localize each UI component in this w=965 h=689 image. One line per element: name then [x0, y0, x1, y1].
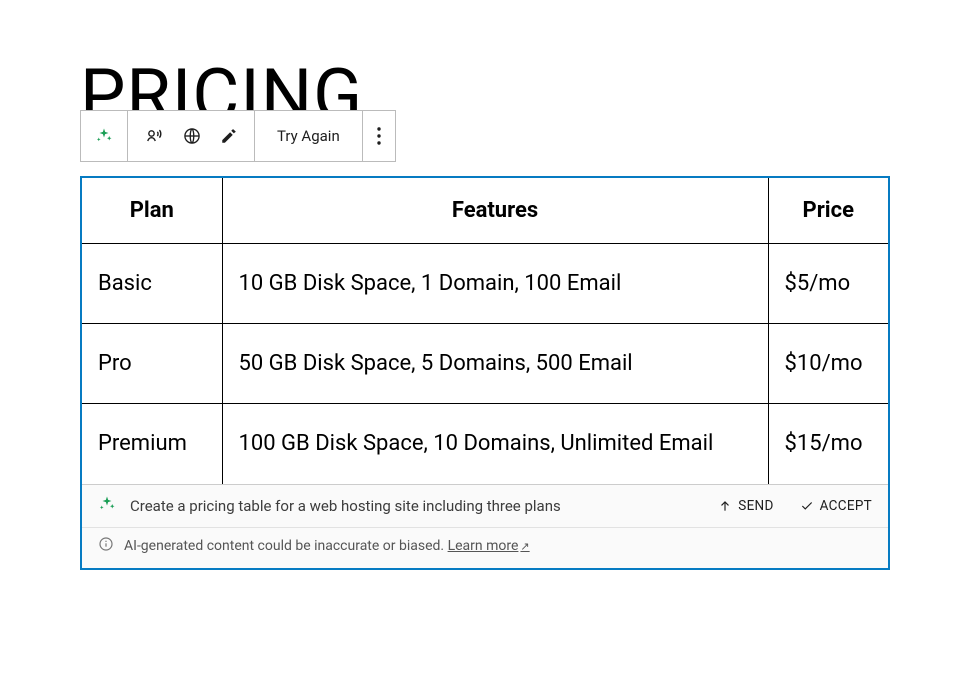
ai-prompt-text[interactable]: Create a pricing table for a web hosting… — [130, 497, 704, 515]
column-header[interactable]: Price — [768, 178, 888, 244]
column-header[interactable]: Plan — [82, 178, 222, 244]
cell-features[interactable]: 100 GB Disk Space, 10 Domains, Unlimited… — [222, 404, 768, 484]
table-row: Premium 100 GB Disk Space, 10 Domains, U… — [82, 404, 888, 484]
check-icon — [800, 499, 814, 513]
pricing-table: Plan Features Price Basic 10 GB Disk Spa… — [82, 178, 888, 484]
ai-assistant-panel: Create a pricing table for a web hosting… — [82, 484, 888, 568]
try-again-label: Try Again — [277, 127, 340, 145]
edit-icon[interactable] — [220, 127, 238, 145]
cell-price[interactable]: $10/mo — [768, 324, 888, 404]
ai-sparkle-button[interactable] — [81, 111, 128, 161]
send-label: SEND — [738, 498, 773, 514]
table-row: Pro 50 GB Disk Space, 5 Domains, 500 Ema… — [82, 324, 888, 404]
globe-icon[interactable] — [182, 126, 202, 146]
accept-label: ACCEPT — [820, 498, 872, 514]
cell-features[interactable]: 10 GB Disk Space, 1 Domain, 100 Email — [222, 244, 768, 324]
cell-plan[interactable]: Premium — [82, 404, 222, 484]
voice-icon[interactable] — [144, 126, 164, 146]
more-vertical-icon — [377, 127, 381, 145]
sparkle-icon — [98, 495, 116, 517]
cell-price[interactable]: $5/mo — [768, 244, 888, 324]
block-toolbar: Try Again — [80, 110, 396, 162]
external-link-icon: ↗ — [520, 540, 529, 553]
table-header-row: Plan Features Price — [82, 178, 888, 244]
cell-plan[interactable]: Pro — [82, 324, 222, 404]
cell-price[interactable]: $15/mo — [768, 404, 888, 484]
table-row: Basic 10 GB Disk Space, 1 Domain, 100 Em… — [82, 244, 888, 324]
disclaimer-text: AI-generated content could be inaccurate… — [124, 538, 448, 554]
cell-plan[interactable]: Basic — [82, 244, 222, 324]
info-icon — [98, 536, 114, 556]
arrow-up-icon — [718, 499, 732, 513]
more-options-button[interactable] — [363, 111, 395, 161]
accept-button[interactable]: ACCEPT — [800, 498, 872, 514]
learn-more-link[interactable]: Learn more↗ — [448, 538, 530, 554]
ai-disclaimer: AI-generated content could be inaccurate… — [82, 527, 888, 568]
sparkle-icon — [95, 127, 113, 145]
try-again-button[interactable]: Try Again — [255, 111, 363, 161]
cell-features[interactable]: 50 GB Disk Space, 5 Domains, 500 Email — [222, 324, 768, 404]
toolbar-group — [128, 111, 255, 161]
selected-block[interactable]: Plan Features Price Basic 10 GB Disk Spa… — [80, 176, 890, 570]
column-header[interactable]: Features — [222, 178, 768, 244]
send-button[interactable]: SEND — [718, 498, 773, 514]
